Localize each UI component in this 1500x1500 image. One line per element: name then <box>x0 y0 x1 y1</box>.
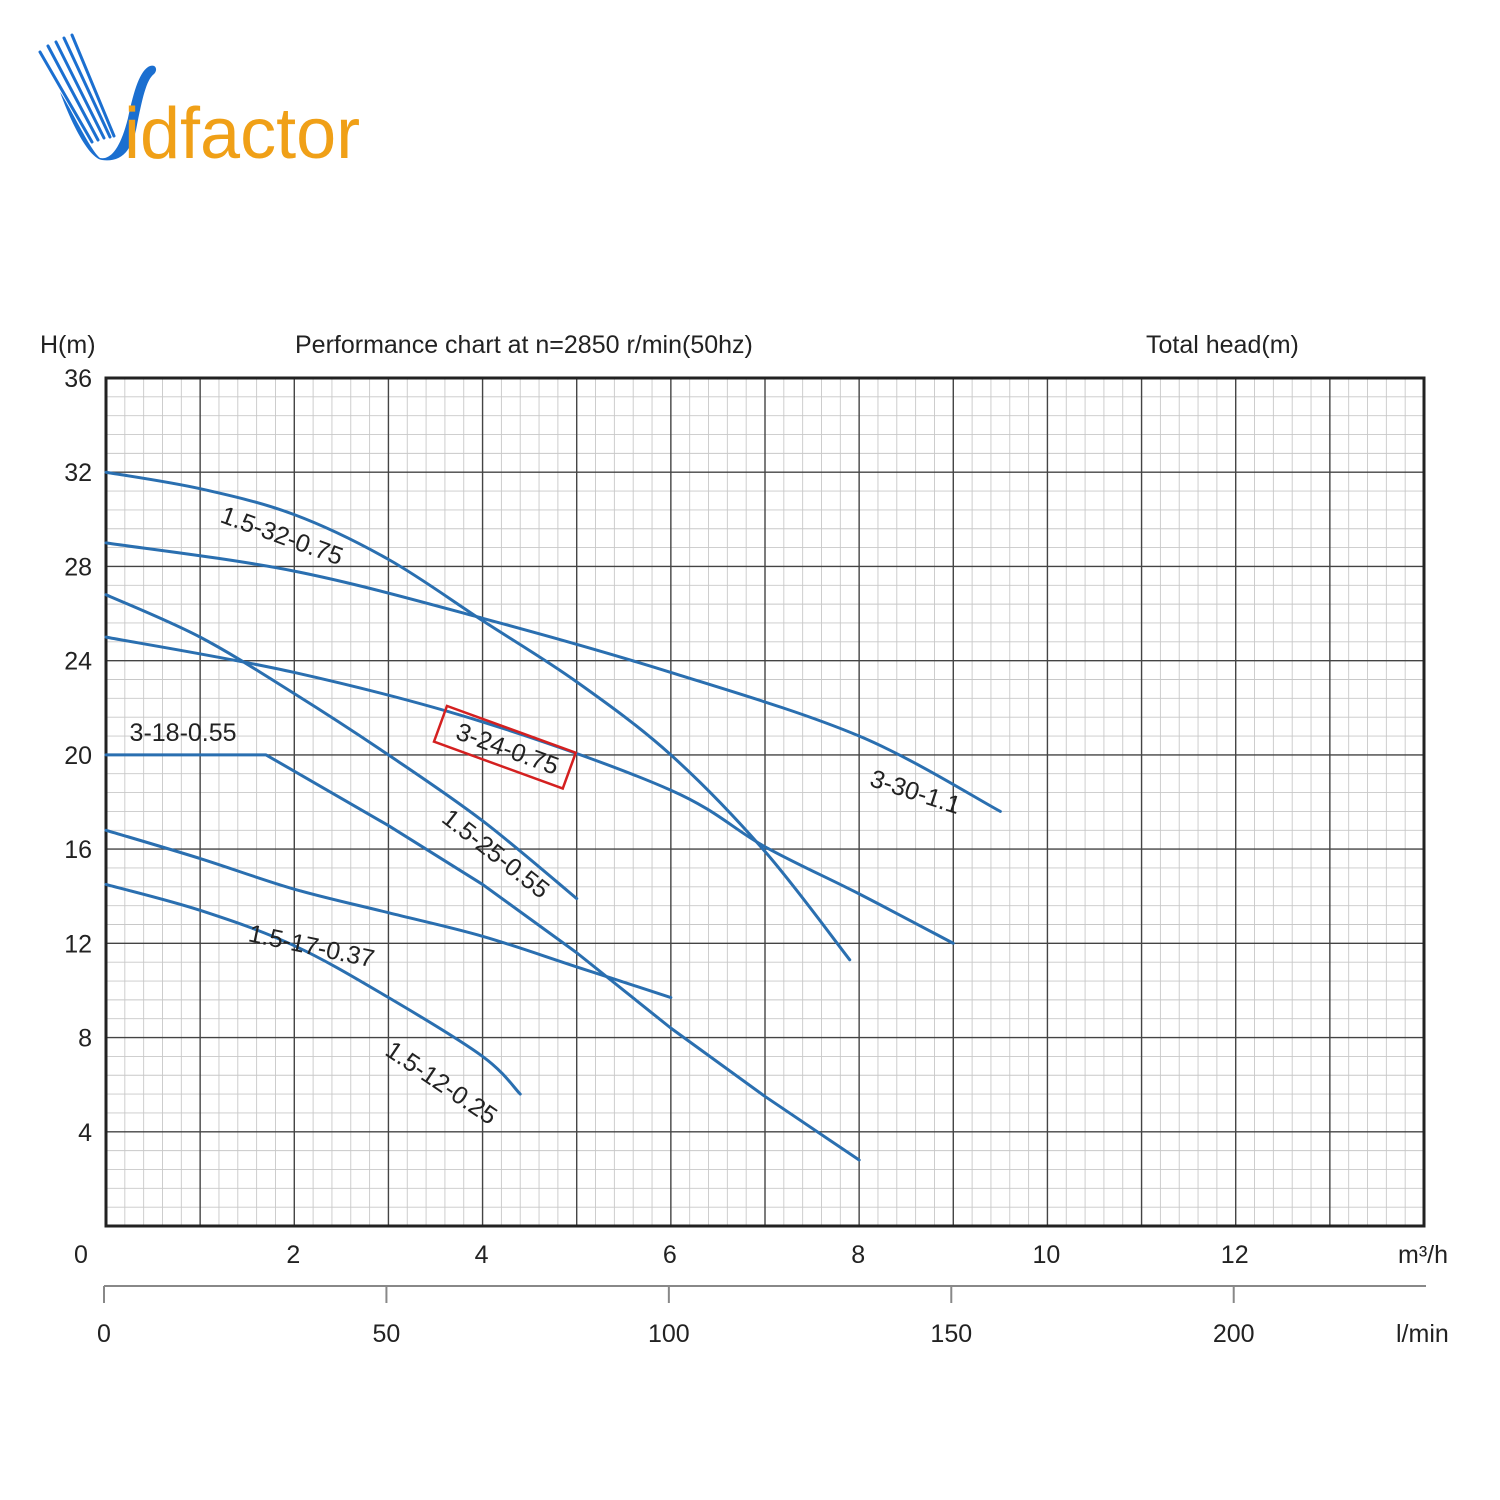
major-grid <box>105 377 1425 1227</box>
curve-3-24-0.75 <box>104 635 955 945</box>
y-tick-labels: 4 8 12 16 20 24 28 32 36 <box>64 365 92 1147</box>
x-tick-label: 12 <box>1221 1241 1249 1269</box>
curve-label-1.5-25-0.55: 1.5-25-0.55 <box>437 804 555 905</box>
y-tick-label: 16 <box>64 836 92 864</box>
right-axis-label: Total head(m) <box>1146 331 1299 359</box>
curve-label-3-18-0.55: 3-18-0.55 <box>130 719 237 747</box>
x2-tick-label: 200 <box>1213 1320 1255 1348</box>
bird-icon <box>38 33 116 144</box>
y-tick-label: 24 <box>64 648 92 676</box>
curve-labels: 1.5-32-0.753-30-1.11.5-25-0.553-24-0.753… <box>130 501 964 1131</box>
plot-frame <box>104 376 1426 1228</box>
x2-tick-label: 0 <box>97 1320 111 1348</box>
x2-tick-label: 50 <box>373 1320 401 1348</box>
y-axis-label: H(m) <box>40 331 96 359</box>
y-tick-label: 32 <box>64 459 92 487</box>
x-tick-labels: 0 2 4 6 8 10 12 <box>74 1241 1249 1269</box>
x-tick-label: 8 <box>851 1241 865 1269</box>
logo-wordmark: idfactor <box>124 94 360 174</box>
x-tick-label: 6 <box>663 1241 677 1269</box>
x-tick-label: 10 <box>1033 1241 1061 1269</box>
curve-label-group: 1.5-25-0.55 <box>437 804 555 905</box>
performance-curves <box>104 470 1002 1162</box>
curve-label-1.5-12-0.25: 1.5-12-0.25 <box>380 1036 502 1131</box>
x-tick-label: 4 <box>475 1241 489 1269</box>
curve-3-18-0.55 <box>104 753 861 1162</box>
curve-1.5-32-0.75 <box>104 470 852 962</box>
curve-label-group: 3-18-0.55 <box>130 719 237 747</box>
y-tick-label: 8 <box>78 1025 92 1053</box>
x-axis-unit-label: m³/h <box>1398 1241 1448 1269</box>
y-tick-label: 28 <box>64 553 92 581</box>
y-tick-label: 4 <box>78 1119 92 1147</box>
secondary-x-axis: 0 50 100 150 200 <box>97 1285 1426 1348</box>
x2-tick-label: 150 <box>930 1320 972 1348</box>
curve-3-30-1.1 <box>104 541 1002 813</box>
x-tick-label: 2 <box>286 1241 300 1269</box>
chart-title: Performance chart at n=2850 r/min(50hz) <box>295 331 753 359</box>
minor-grid <box>106 378 1424 1226</box>
y-tick-label: 12 <box>64 930 92 958</box>
highlight-box <box>432 704 578 791</box>
x-tick-label: 0 <box>74 1241 88 1269</box>
x2-tick-label: 100 <box>648 1320 690 1348</box>
vidfactor-logo: idfactor <box>38 33 360 174</box>
y-tick-label: 36 <box>64 365 92 393</box>
curve-label-group: 1.5-12-0.25 <box>380 1036 502 1131</box>
logo-v-shape <box>60 65 157 161</box>
curve-1.5-17-0.37 <box>104 828 673 1000</box>
curve-label-group: 1.5-17-0.37 <box>246 919 377 973</box>
x2-axis-unit-label: l/min <box>1396 1320 1449 1348</box>
y-tick-label: 20 <box>64 742 92 770</box>
curve-1.5-25-0.55 <box>104 593 579 901</box>
curve-label-1.5-17-0.37: 1.5-17-0.37 <box>246 919 377 973</box>
curve-1.5-12-0.25 <box>104 882 522 1096</box>
